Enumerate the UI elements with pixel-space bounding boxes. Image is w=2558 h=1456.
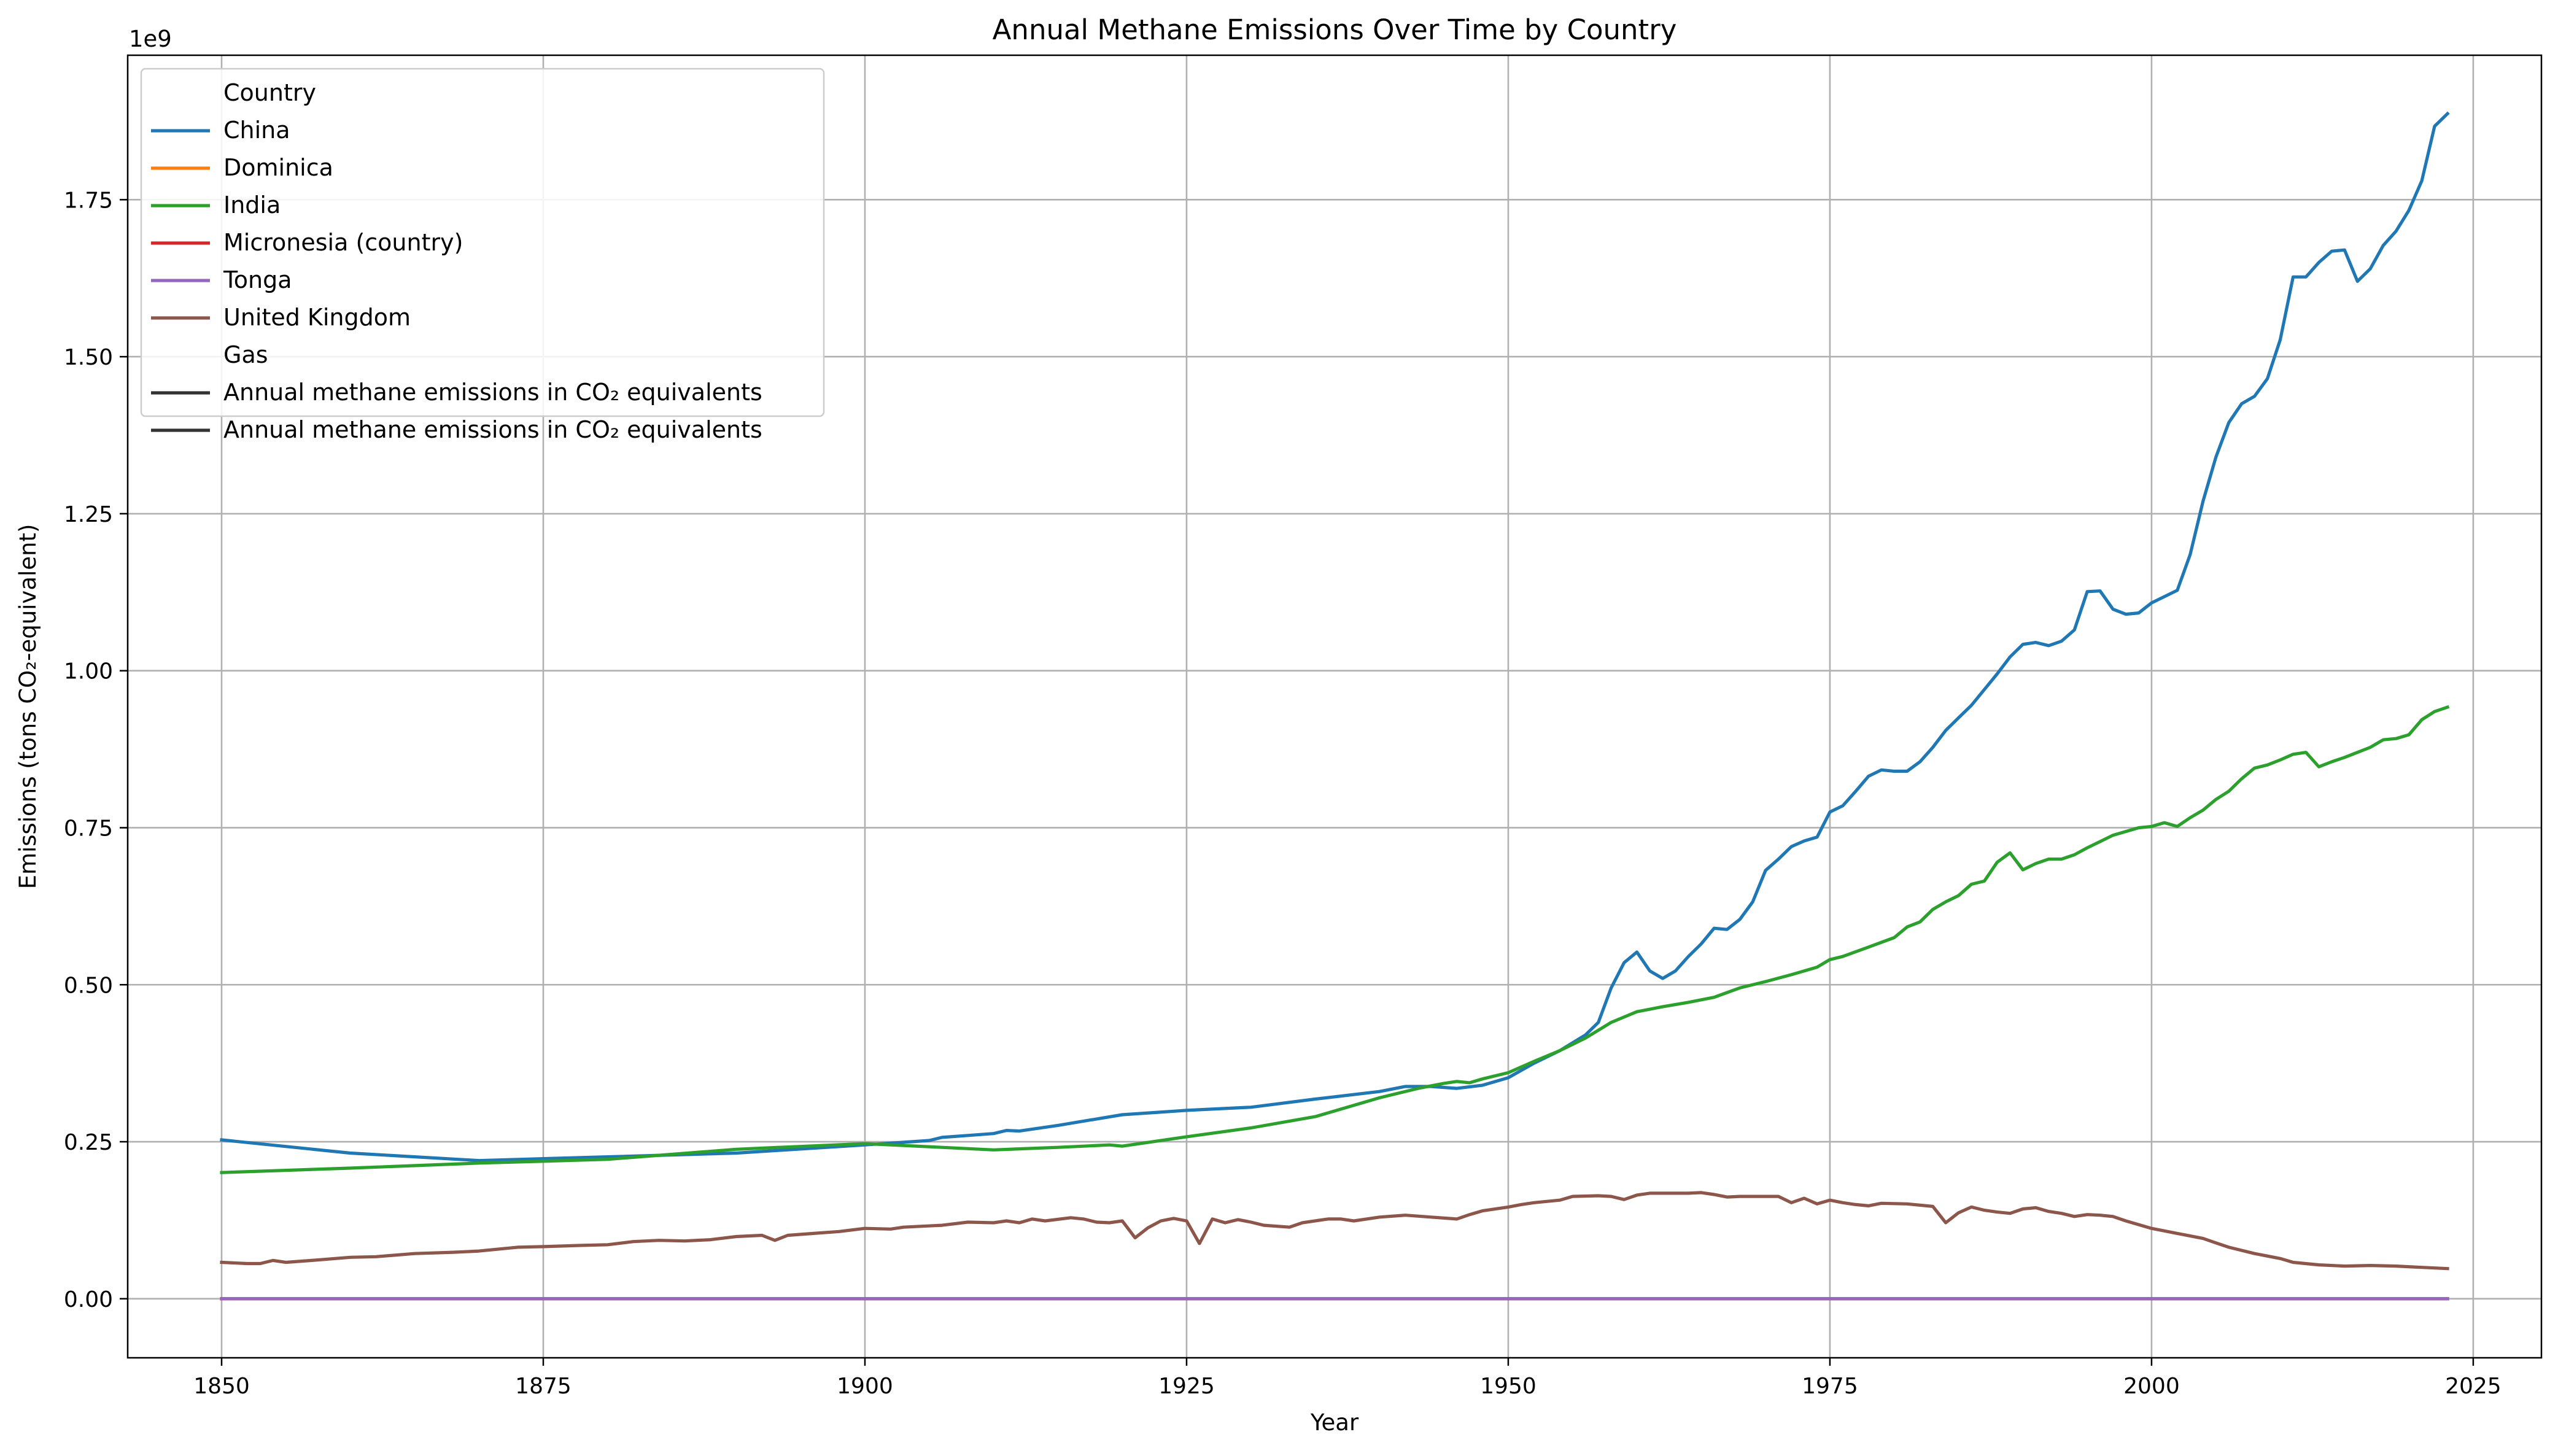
x-tick-label: 1850 xyxy=(193,1374,250,1399)
x-tick-label: 1925 xyxy=(1158,1374,1215,1399)
legend-entry-label: Tonga xyxy=(223,266,292,293)
legend-entry-label: Dominica xyxy=(223,154,333,181)
series-line-india xyxy=(220,705,2450,1174)
series-lines xyxy=(220,111,2450,1301)
legend-entry-label: Micronesia (country) xyxy=(223,229,463,256)
y-axis-title: Emissions (tons CO₂-equivalent) xyxy=(15,524,41,889)
x-tick-label: 2025 xyxy=(2445,1374,2502,1399)
x-tick-label: 1900 xyxy=(837,1374,893,1399)
x-tick-label: 2000 xyxy=(2123,1374,2180,1399)
y-axis-offset-label: 1e9 xyxy=(129,26,172,52)
axis-ticks: 1850 1875 1900 1925 1950 1975 2000 2025 0.00 0.25… xyxy=(64,188,2502,1399)
legend-entry-gas-label: Annual methane emissions in CO₂ equivale… xyxy=(223,416,762,443)
x-tick-label: 1975 xyxy=(1802,1374,1858,1399)
legend: Country China Dominica India Micronesia (cou… xyxy=(140,68,825,443)
legend-entry-label: China xyxy=(223,117,290,144)
x-tick-label: 1875 xyxy=(515,1374,572,1399)
y-tick-label: 1.25 xyxy=(64,502,113,527)
legend-header-gas-label: Gas xyxy=(223,341,268,368)
chart-title: Annual Methane Emissions Over Time by Co… xyxy=(993,14,1677,46)
y-tick-label: 1.75 xyxy=(64,188,113,213)
legend-header-country-label: Country xyxy=(223,79,316,106)
y-tick-label: 0.75 xyxy=(64,816,113,841)
series-line-united-kingdom xyxy=(220,1191,2449,1271)
x-tick-label: 1950 xyxy=(1480,1374,1537,1399)
y-tick-label: 0.00 xyxy=(64,1287,113,1312)
plot-frame xyxy=(126,54,2543,1359)
series-line-china xyxy=(220,111,2450,1163)
y-tick-label: 1.00 xyxy=(64,659,113,684)
legend-entry-gas-label: Annual methane emissions in CO₂ equivale… xyxy=(223,379,762,406)
y-tick-label: 0.50 xyxy=(64,973,113,998)
x-axis-title: Year xyxy=(1310,1409,1359,1436)
legend-entry-label: United Kingdom xyxy=(223,304,411,331)
legend-entry-label: India xyxy=(223,192,281,219)
y-tick-label: 1.50 xyxy=(64,345,113,370)
legend-box xyxy=(140,68,825,417)
y-tick-label: 0.25 xyxy=(64,1130,113,1155)
